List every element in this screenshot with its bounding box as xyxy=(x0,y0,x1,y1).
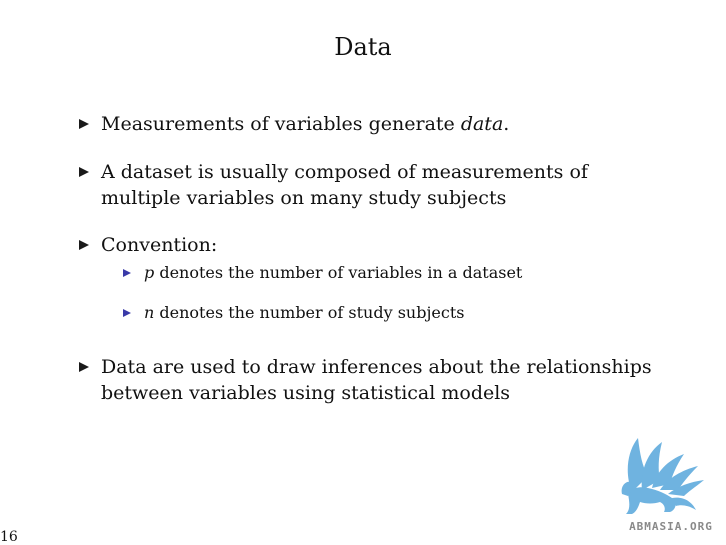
bullet-triangle-icon xyxy=(79,362,89,372)
sub-bullet-item-1: p denotes the number of variables in a d… xyxy=(144,263,523,282)
bullet-item-2-line-2: multiple variables on many study subject… xyxy=(101,187,507,209)
bullet-item-4: Data are used to draw inferences about t… xyxy=(101,354,681,406)
bullet-item-1: Measurements of variables generate data. xyxy=(101,113,510,135)
bullet-item-3: Convention: xyxy=(101,234,218,256)
bullet-triangle-icon xyxy=(79,240,89,250)
bullet-item-2-line-1: A dataset is usually composed of measure… xyxy=(101,161,588,183)
bullet-item-2: A dataset is usually composed of measure… xyxy=(101,159,681,211)
page-number: 16 xyxy=(0,529,18,545)
bullet-item-4-line-1: Data are used to draw inferences about t… xyxy=(101,356,652,378)
griffin-logo-icon xyxy=(621,438,704,514)
sub-bullet-triangle-icon xyxy=(123,269,131,277)
sub-bullet-item-2: n denotes the number of study subjects xyxy=(144,303,465,322)
bullet-item-4-line-2: between variables using statistical mode… xyxy=(101,382,511,404)
bullet-triangle-icon xyxy=(79,167,89,177)
sub-bullet-triangle-icon xyxy=(123,309,131,317)
slide-title: Data xyxy=(334,33,392,61)
griffin-logo: ABMASIA.ORG xyxy=(618,432,724,542)
logo-text: ABMASIA.ORG xyxy=(629,520,713,533)
bullet-triangle-icon xyxy=(79,119,89,129)
